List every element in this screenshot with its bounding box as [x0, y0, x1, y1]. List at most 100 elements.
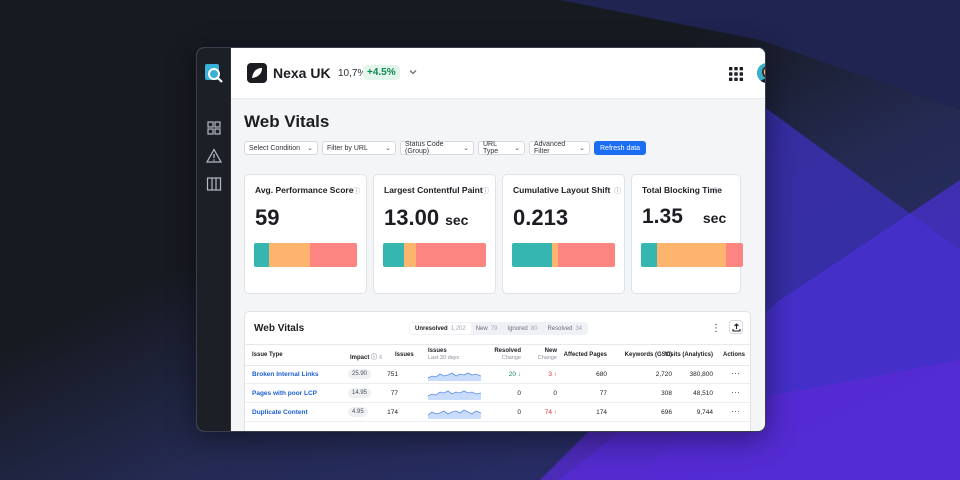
- card-cls[interactable]: Cumulative Layout Shift ⓘ 0.213: [502, 174, 625, 294]
- segment-good: [254, 243, 270, 267]
- filter-label: URL Type: [483, 141, 499, 155]
- keywords-count: 696: [661, 409, 672, 416]
- card-title: Avg. Performance Score: [255, 185, 354, 195]
- filter-url[interactable]: Filter by URL ⌄: [322, 141, 396, 155]
- info-icon: ⓘ: [371, 355, 378, 361]
- app-logo-icon[interactable]: [205, 64, 223, 84]
- filter-status-code[interactable]: Status Code (Group) ⌄: [400, 141, 474, 155]
- brand-name[interactable]: Nexa UK: [273, 65, 331, 81]
- refresh-data-button[interactable]: Refresh data: [594, 141, 647, 155]
- export-button[interactable]: [729, 320, 743, 334]
- warning-icon[interactable]: [206, 148, 222, 164]
- filter-bar: Select Condition ⌄ Filter by URL ⌄ Status …: [244, 141, 647, 155]
- col-impact-label: Impact: [350, 355, 370, 361]
- tab-new[interactable]: New 79: [471, 323, 503, 334]
- resolved-change: 20 ↓: [509, 371, 521, 378]
- apps-grid-icon[interactable]: [729, 67, 743, 81]
- affected-pages: 77: [599, 390, 607, 397]
- chevron-down-icon[interactable]: [407, 66, 419, 78]
- col-issues-trend: Issues Last 30 days: [428, 348, 459, 361]
- sort-icon: ≡: [378, 355, 383, 361]
- segment-good: [383, 243, 404, 267]
- segment-poor: [309, 243, 357, 267]
- affected-pages: 174: [596, 409, 607, 416]
- tab-label: New: [475, 325, 488, 332]
- tab-unresolved[interactable]: Unresolved 1,202: [410, 323, 471, 334]
- visits-count: 48,510: [693, 390, 713, 397]
- card-unit: sec: [702, 210, 727, 226]
- issue-type-link[interactable]: Duplicate Content: [252, 409, 308, 416]
- tab-count: 80: [530, 325, 538, 332]
- filter-select-condition[interactable]: Select Condition ⌄: [244, 141, 318, 155]
- col-visits[interactable]: Visits (Analytics): [664, 352, 713, 358]
- col-affected-pages[interactable]: Affected Pages: [563, 352, 607, 358]
- more-options-icon[interactable]: ⋮: [711, 323, 721, 334]
- col-issue-type[interactable]: Issue Type: [252, 352, 283, 358]
- row-actions-icon[interactable]: ···: [731, 387, 740, 397]
- metric-delta-badge: +4.5%: [363, 65, 400, 80]
- col-keywords[interactable]: Keywords (GSC): [624, 352, 672, 358]
- issues-count: 174: [387, 409, 398, 416]
- distribution-bar: [254, 243, 357, 267]
- col-new-sub: Change: [537, 355, 557, 361]
- affected-pages: 680: [596, 371, 607, 378]
- filter-label: Select Condition: [249, 144, 300, 152]
- dashboard-grid-icon[interactable]: [206, 120, 222, 136]
- distribution-bar: [512, 243, 615, 267]
- table-row-partial: [245, 423, 750, 431]
- table-row[interactable]: Pages with poor LCP 14.95 77 0 0 77 308 …: [245, 385, 750, 403]
- card-performance-score[interactable]: Avg. Performance Score ⓘ 59: [244, 174, 367, 294]
- avatar[interactable]: [757, 63, 765, 83]
- table-title: Web Vitals: [254, 323, 305, 334]
- user-avatar-icon: [757, 63, 765, 83]
- distribution-bar: [641, 243, 743, 267]
- table-row[interactable]: Broken Internal Links 25.90 751 20 ↓ 3 ↑…: [245, 366, 750, 384]
- resolved-change: 0: [517, 409, 521, 416]
- columns-icon[interactable]: [206, 176, 222, 192]
- tab-count: 34: [575, 325, 583, 332]
- tab-ignored[interactable]: Ignored 80: [502, 323, 542, 334]
- info-icon[interactable]: ⓘ: [482, 188, 489, 195]
- segment-needs-improvement: [269, 243, 310, 267]
- web-vitals-table-card: Web Vitals Unresolved 1,202 New 79 Ignored…: [244, 311, 751, 431]
- filter-advanced[interactable]: Advanced Filter ⌄: [529, 141, 590, 155]
- card-title: Largest Contentful Paint: [384, 185, 483, 195]
- segment-good: [512, 243, 553, 267]
- col-new[interactable]: New Change: [538, 348, 557, 361]
- impact-pill: 25.90: [348, 369, 372, 379]
- col-issues-trend-label: Issues: [428, 348, 447, 354]
- filter-label: Status Code (Group): [405, 141, 444, 155]
- visits-count: 9,744: [696, 409, 713, 416]
- tab-count: 1,202: [450, 325, 466, 332]
- keywords-count: 308: [661, 390, 672, 397]
- arrow-down-icon: ↓: [517, 371, 521, 378]
- row-actions-icon[interactable]: ···: [731, 406, 740, 416]
- issue-type-link[interactable]: Broken Internal Links: [252, 371, 319, 378]
- info-icon[interactable]: ⓘ: [614, 188, 621, 195]
- table-row[interactable]: Duplicate Content 4.95 174 0 74 ↑ 174 69…: [245, 404, 750, 422]
- brand-logo-icon[interactable]: [247, 63, 267, 83]
- chevron-down-icon: ⌄: [579, 145, 585, 152]
- col-issues[interactable]: Issues: [395, 352, 414, 358]
- card-tbt[interactable]: Total Blocking Time ⓘ 1.35 sec: [631, 174, 743, 294]
- card-lcp[interactable]: Largest Contentful Paint ⓘ 13.00 sec: [373, 174, 496, 294]
- chevron-down-icon: ⌄: [514, 145, 520, 152]
- col-resolved[interactable]: Resolved Change: [494, 348, 521, 361]
- status-tabs: Unresolved 1,202 New 79 Ignored 80 Resolved…: [409, 322, 589, 335]
- tab-label: Unresolved: [415, 325, 448, 332]
- filter-url-type[interactable]: URL Type ⌄: [478, 141, 525, 155]
- tab-resolved[interactable]: Resolved 34: [542, 323, 587, 334]
- info-icon[interactable]: ⓘ: [353, 188, 360, 195]
- issue-type-link[interactable]: Pages with poor LCP: [252, 390, 318, 397]
- card-value-number: 59: [255, 205, 280, 230]
- tab-count: 79: [490, 325, 498, 332]
- card-value: 59: [255, 205, 285, 231]
- visits-count: 380,800: [689, 371, 714, 378]
- resolved-change-value: 0: [517, 409, 521, 416]
- info-icon[interactable]: ⓘ: [712, 188, 719, 195]
- col-impact[interactable]: Impact ⓘ ≡: [350, 352, 382, 361]
- main-content: Web Vitals Select Condition ⌄ Filter by U…: [231, 99, 765, 431]
- row-actions-icon[interactable]: ···: [731, 368, 740, 378]
- col-actions: Actions: [722, 352, 745, 358]
- card-value: 0.213: [513, 205, 574, 231]
